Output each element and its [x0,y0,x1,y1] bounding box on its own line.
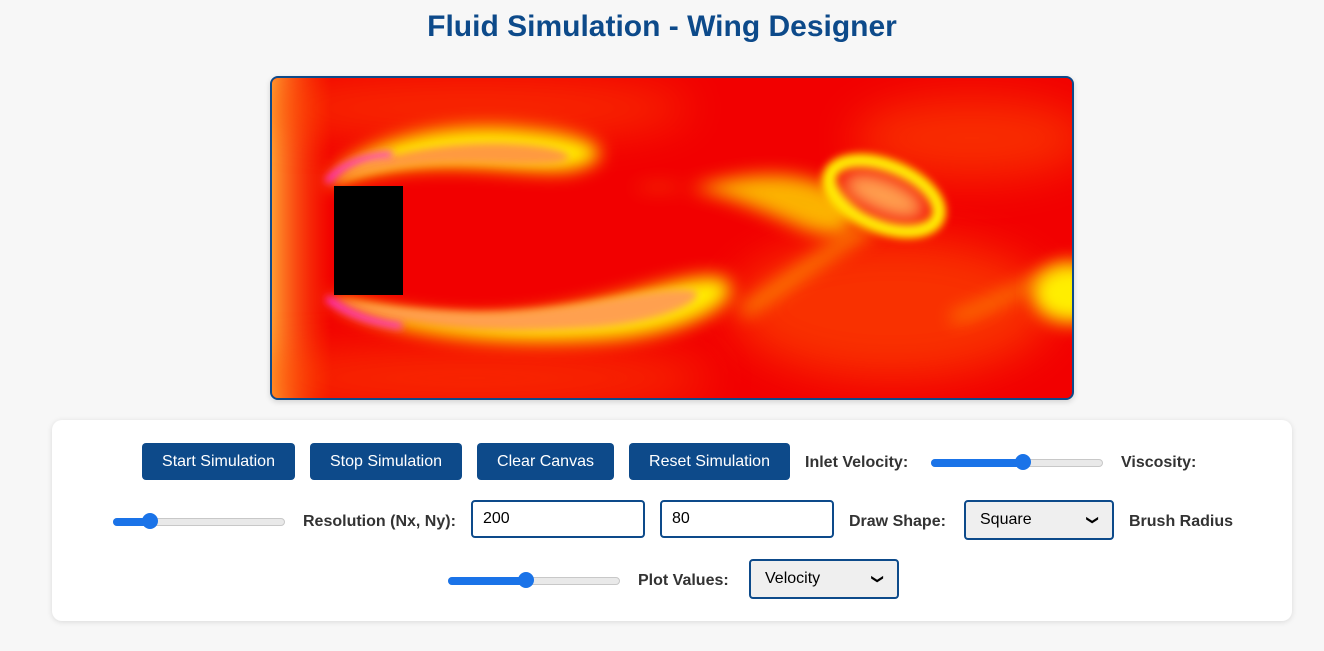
simulation-canvas[interactable] [270,76,1074,400]
plot-values-select[interactable]: Velocity ❯ [749,559,899,599]
draw-shape-select[interactable]: Square ❯ [964,500,1114,540]
velocity-field [272,78,1072,398]
slider-thumb[interactable] [1015,454,1031,470]
reset-simulation-button[interactable]: Reset Simulation [629,443,790,480]
clear-canvas-button[interactable]: Clear Canvas [477,443,614,480]
controls-panel: Start Simulation Stop Simulation Clear C… [52,420,1292,621]
plot-values-label: Plot Values: [638,572,729,589]
draw-shape-value: Square [980,511,1032,528]
obstacle-square [334,186,403,295]
inlet-velocity-slider[interactable] [931,453,1103,471]
page-title: Fluid Simulation - Wing Designer [427,10,897,43]
slider-fill [448,577,526,585]
viscosity-slider[interactable] [113,512,285,530]
brush-radius-label: Brush Radius [1129,513,1234,530]
slider-thumb[interactable] [142,513,158,529]
chevron-down-icon: ❯ [1085,514,1100,526]
inlet-velocity-label: Inlet Velocity: [805,454,909,471]
nx-input[interactable]: 200 [471,500,645,538]
slider-fill [931,459,1023,467]
resolution-label: Resolution (Nx, Ny): [303,513,456,530]
slider-thumb[interactable] [518,572,534,588]
start-simulation-button[interactable]: Start Simulation [142,443,295,480]
slider-fill [113,518,150,526]
viscosity-label: Viscosity: [1121,454,1197,471]
draw-shape-label: Draw Shape: [849,513,946,530]
plot-values-value: Velocity [765,570,821,587]
ny-input[interactable]: 80 [660,500,834,538]
stop-simulation-button[interactable]: Stop Simulation [310,443,462,480]
chevron-down-icon: ❯ [870,573,885,585]
brush-radius-slider[interactable] [448,571,620,589]
